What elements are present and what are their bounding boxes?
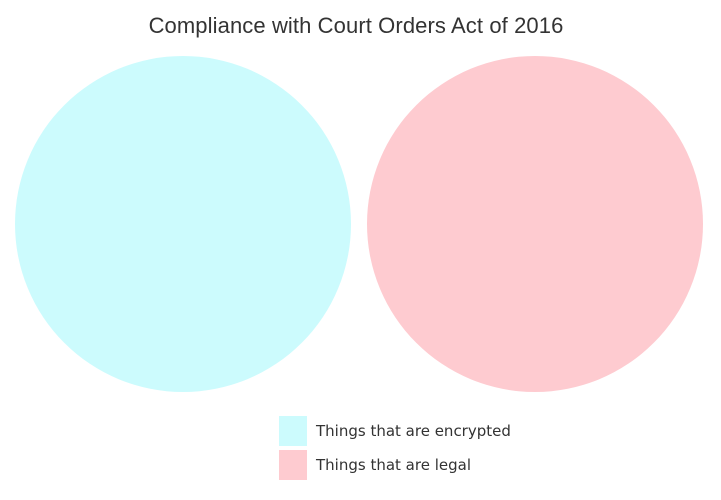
legend-label-encrypted: Things that are encrypted bbox=[316, 422, 511, 440]
set-circle-legal bbox=[367, 56, 703, 392]
legend-label-legal: Things that are legal bbox=[316, 456, 471, 474]
legend-item-legal: Things that are legal bbox=[279, 450, 511, 480]
legend-swatch-encrypted bbox=[279, 416, 307, 446]
diagram-title: Compliance with Court Orders Act of 2016 bbox=[148, 13, 564, 38]
legend: Things that are encrypted Things that ar… bbox=[279, 416, 511, 484]
legend-item-encrypted: Things that are encrypted bbox=[279, 416, 511, 446]
legend-swatch-legal bbox=[279, 450, 307, 480]
set-circle-encrypted bbox=[15, 56, 351, 392]
